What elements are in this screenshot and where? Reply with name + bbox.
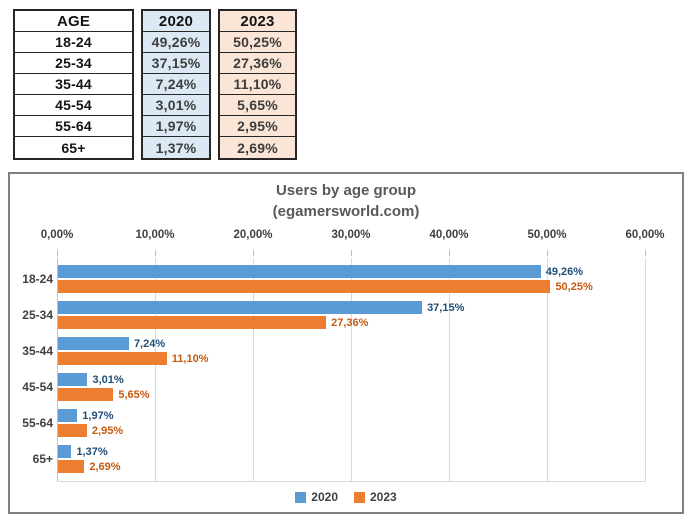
bar-value-label-2023-18-24: 50,25%: [555, 280, 593, 293]
table-column-age: AGE 18-24 25-34 35-44 45-54 55-64 65+: [13, 9, 134, 160]
table-cell-2023: 5,65%: [220, 95, 295, 116]
y-axis-category-label: 55-64: [22, 416, 53, 430]
legend-item-2023: 2023: [354, 490, 397, 504]
bar-value-label-2023-45-54: 5,65%: [118, 388, 150, 401]
y-axis-category-label: 35-44: [22, 344, 53, 358]
bar-2020-25-34: [58, 301, 423, 314]
value-axis-line: [57, 258, 58, 481]
bar-2020-45-54: [58, 373, 88, 386]
table-cell-2020: 49,26%: [143, 32, 209, 53]
chart-title-line1: Users by age group: [275, 182, 417, 199]
x-gridline: [351, 258, 352, 481]
x-axis-tick-mark: [253, 250, 254, 256]
legend-swatch-2020: [295, 491, 307, 503]
bar-value-label-2023-35-44: 11,10%: [171, 352, 209, 365]
y-axis-category-label: 65+: [32, 452, 53, 466]
table-cell-2023: 2,95%: [220, 116, 295, 137]
table-cell-age: 25-34: [15, 53, 132, 74]
legend-swatch-2023: [354, 491, 365, 503]
x-axis-tick-mark: [155, 250, 156, 256]
table-cell-age: 55-64: [15, 116, 132, 137]
table-cell-age: 18-24: [15, 32, 132, 53]
table-cell-age: 35-44: [15, 74, 132, 95]
x-axis-tick-label: 20,00%: [233, 229, 273, 241]
table-cell-2023: 50,25%: [220, 32, 295, 53]
bar-2023-65+: [58, 460, 85, 473]
bar-2023-35-44: [58, 352, 167, 365]
x-axis-tick-label: 50,00%: [527, 229, 567, 241]
table-cell-2020: 37,15%: [143, 53, 209, 74]
y-axis-category-label: 25-34: [22, 308, 53, 322]
table-header-age: AGE: [15, 11, 132, 32]
plot-bottom-line: [57, 481, 646, 482]
y-axis-category-label: 45-54: [22, 380, 53, 394]
bar-value-label-2023-55-64: 2,95%: [91, 424, 124, 437]
legend-label-2020: 2020: [311, 490, 338, 504]
bar-value-label-2020-18-24: 49,26%: [545, 265, 584, 278]
x-gridline: [645, 258, 646, 481]
x-axis-tick-label: 30,00%: [331, 229, 371, 241]
bar-2020-65+: [58, 445, 72, 458]
x-gridline: [253, 258, 254, 481]
bar-value-label-2020-25-34: 37,15%: [427, 301, 465, 314]
bar-2023-18-24: [58, 280, 551, 293]
table-cell-2020: 7,24%: [143, 74, 209, 95]
table-header-2023: 2023: [220, 11, 295, 32]
x-axis-tick-mark: [449, 250, 450, 256]
x-axis-tick-label: 60,00%: [625, 229, 665, 241]
bar-2020-35-44: [58, 337, 129, 350]
table-cell-age: 65+: [61, 139, 86, 156]
bar-2020-55-64: [58, 409, 78, 422]
bar-2023-55-64: [58, 424, 87, 437]
chart-legend: 2020 2023: [10, 490, 682, 504]
y-axis-category-label: 18-24: [22, 272, 53, 286]
chart-title-line2: (egamersworld.com): [272, 203, 420, 220]
x-gridline: [547, 258, 548, 481]
table-cell-2020: 1,97%: [143, 116, 209, 137]
age-data-table: AGE 18-24 25-34 35-44 45-54 55-64 65+ 20…: [13, 9, 297, 160]
legend-label-2023: 2023: [370, 490, 397, 504]
x-gridline: [155, 258, 156, 481]
bar-value-label-2020-65+: 1,37%: [76, 445, 108, 458]
table-cell-2020: 1,37%: [155, 139, 197, 156]
x-axis-tick-label: 10,00%: [135, 229, 175, 241]
table-cell-2023: 2,69%: [237, 139, 278, 156]
bar-value-label-2020-55-64: 1,97%: [82, 409, 114, 422]
table-cell-age: 45-54: [15, 95, 132, 116]
table-header-2020: 2020: [143, 11, 209, 32]
x-axis-tick-mark: [351, 250, 352, 256]
x-gridline: [449, 258, 450, 481]
x-axis-tick-mark: [547, 250, 548, 256]
bar-value-label-2023-25-34: 27,36%: [331, 316, 369, 329]
x-axis-tick-label: 0,00%: [40, 229, 74, 241]
legend-item-2020: 2020: [295, 490, 338, 504]
x-axis-tick-mark: [645, 250, 646, 256]
users-by-age-chart: Users by age group (egamersworld.com) 20…: [8, 172, 684, 514]
chart-title: Users by age group (egamersworld.com): [10, 180, 682, 222]
table-cell-2020: 3,01%: [143, 95, 209, 116]
table-column-2020: 2020 49,26% 37,15% 7,24% 3,01% 1,97% 1,3…: [141, 9, 211, 160]
bar-value-label-2020-45-54: 3,01%: [92, 373, 124, 386]
bar-2023-25-34: [58, 316, 327, 329]
table-column-2023: 2023 50,25% 27,36% 11,10% 5,65% 2,95% 2,…: [218, 9, 297, 160]
x-axis-tick-label: 40,00%: [429, 229, 469, 241]
x-axis-tick-mark: [57, 250, 58, 256]
table-cell-2023: 11,10%: [220, 74, 295, 95]
bar-value-label-2020-35-44: 7,24%: [133, 337, 166, 350]
bar-value-label-2023-65+: 2,69%: [89, 460, 121, 473]
table-cell-2023: 27,36%: [220, 53, 295, 74]
bar-2023-45-54: [58, 388, 114, 401]
bar-2020-18-24: [58, 265, 541, 278]
